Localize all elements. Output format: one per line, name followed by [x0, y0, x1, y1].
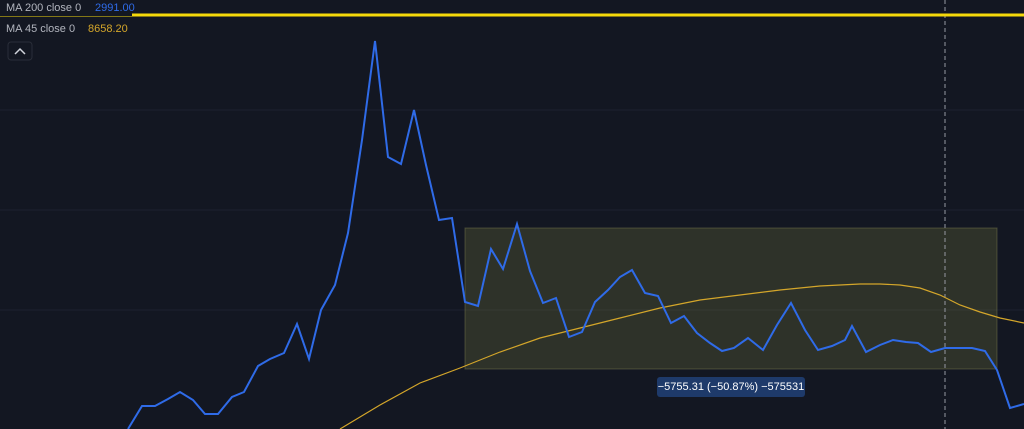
legend-value: 8658.20 — [88, 23, 128, 35]
legend-label: MA 45 close 0 — [6, 23, 75, 35]
collapse-icon — [14, 47, 26, 55]
legend-bg — [0, 0, 132, 16]
series-line — [127, 40, 1024, 429]
legend-value: 2991.00 — [95, 2, 135, 14]
grid — [0, 109, 1024, 311]
series-line — [339, 283, 1024, 429]
collapse-button[interactable] — [7, 41, 33, 61]
measure-label: −5755.31 (−50.87%) −575531 — [658, 381, 805, 393]
legend-label: MA 200 close 0 — [6, 2, 81, 14]
plot — [127, 40, 1024, 429]
measure-box — [657, 377, 805, 397]
